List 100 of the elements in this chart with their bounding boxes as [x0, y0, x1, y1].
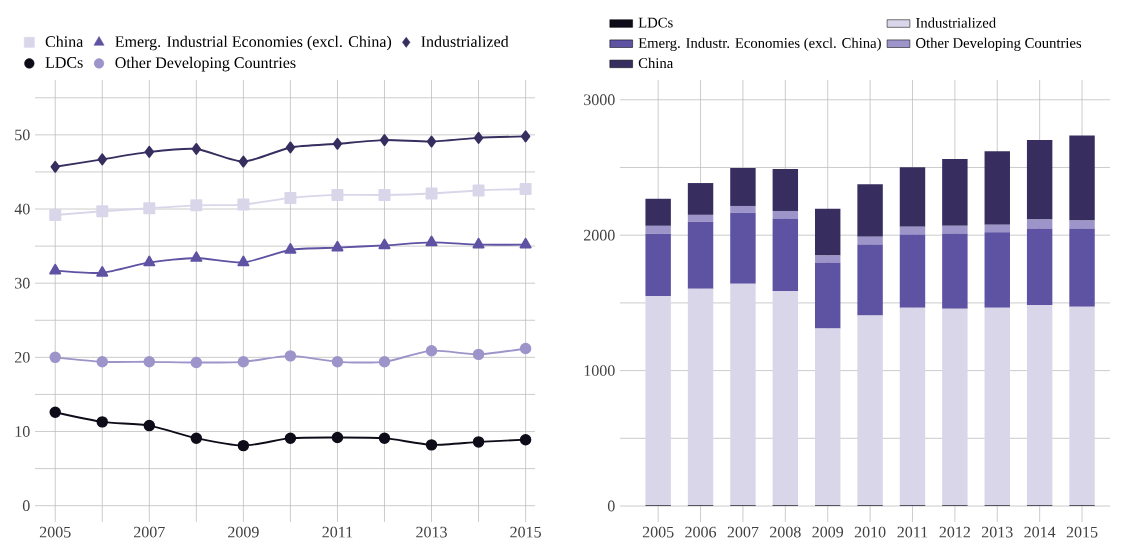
point [331, 240, 344, 252]
point [97, 153, 107, 166]
legend-label: Other Developing Countries [916, 37, 1082, 51]
y-tick-label: 1000 [584, 365, 615, 376]
bar [687, 288, 714, 506]
y-tick-label: 0 [22, 500, 30, 512]
point [143, 356, 156, 368]
x-tick-label: 2008 [770, 526, 801, 538]
point [284, 350, 297, 362]
x-tick-label: 2010 [854, 526, 886, 538]
point [472, 436, 485, 448]
point [96, 205, 109, 218]
bar [857, 236, 883, 245]
point [96, 416, 108, 428]
point [378, 432, 391, 444]
bar [857, 184, 883, 237]
point [331, 356, 344, 368]
point [49, 406, 61, 418]
bar [1069, 135, 1095, 221]
x-tick-label: 2015 [1066, 526, 1098, 538]
bar [730, 205, 756, 213]
point [425, 187, 438, 200]
point [190, 356, 203, 369]
point [331, 188, 344, 201]
x-tick-label: 2005 [642, 526, 674, 538]
x-tick-label: 2006 [685, 526, 717, 538]
point [50, 160, 60, 173]
point [426, 135, 437, 148]
bar [899, 234, 926, 308]
point [190, 251, 203, 262]
x-tick-label: 2012 [939, 526, 970, 538]
bar [814, 208, 841, 256]
point [425, 344, 438, 357]
bar [814, 255, 841, 263]
legend-label: Emerg. Industr. Economies (excl. China) [638, 37, 881, 51]
point [96, 266, 109, 277]
bar [899, 167, 926, 227]
legend-label: Emerg. Industrial Economies (excl. China) [115, 35, 392, 51]
point [190, 432, 203, 444]
legend-label: China [45, 35, 84, 48]
point [472, 348, 485, 361]
bar [1026, 219, 1053, 229]
legend-label: Industrialized [421, 35, 509, 48]
point [143, 202, 156, 215]
bar [984, 224, 1010, 233]
bar [645, 198, 671, 226]
x-tick-label: 2013 [416, 526, 447, 538]
bar [984, 307, 1010, 506]
bar [645, 295, 671, 506]
legend-label: LDCs [45, 57, 83, 68]
point [49, 351, 61, 364]
legend-label: Other Developing Countries [115, 56, 296, 72]
bar [730, 212, 756, 284]
bar [772, 210, 799, 219]
point [191, 142, 202, 155]
bar [942, 159, 968, 226]
point [519, 183, 532, 196]
y-tick-label: 0 [607, 500, 615, 512]
point [519, 342, 532, 355]
point [143, 255, 156, 267]
bar [772, 169, 799, 211]
bar [772, 290, 799, 506]
y-tick-label: 3000 [584, 94, 615, 106]
point [332, 137, 343, 150]
x-tick-label: 2013 [981, 526, 1013, 538]
point [425, 235, 438, 247]
y-tick-label: 30 [15, 277, 30, 289]
bar [1026, 140, 1053, 220]
point [519, 433, 532, 446]
point [379, 134, 390, 147]
legend-label: Industrialized [915, 17, 996, 28]
point [237, 198, 250, 211]
y-tick-label: 40 [14, 203, 30, 215]
bar [984, 232, 1010, 308]
point [49, 208, 62, 221]
bar [899, 307, 926, 506]
point [237, 255, 250, 267]
bar [730, 168, 756, 206]
bar [984, 151, 1010, 225]
point [49, 263, 62, 275]
bar [1026, 304, 1053, 506]
y-tick-label: 2000 [584, 229, 615, 241]
bar [687, 214, 714, 222]
bar [645, 233, 671, 296]
bar [687, 221, 714, 289]
bar [814, 262, 841, 329]
point [520, 130, 531, 143]
bar [1026, 228, 1053, 305]
bar [730, 283, 756, 506]
x-tick-label: 2005 [39, 526, 71, 538]
x-tick-label: 2011 [897, 526, 928, 538]
point [144, 145, 155, 158]
point [472, 237, 485, 249]
point [285, 141, 296, 154]
point [378, 238, 391, 250]
bar [857, 244, 883, 316]
point [425, 439, 438, 451]
bar [857, 315, 883, 506]
bar [645, 225, 671, 234]
x-tick-label: 2009 [228, 526, 259, 538]
